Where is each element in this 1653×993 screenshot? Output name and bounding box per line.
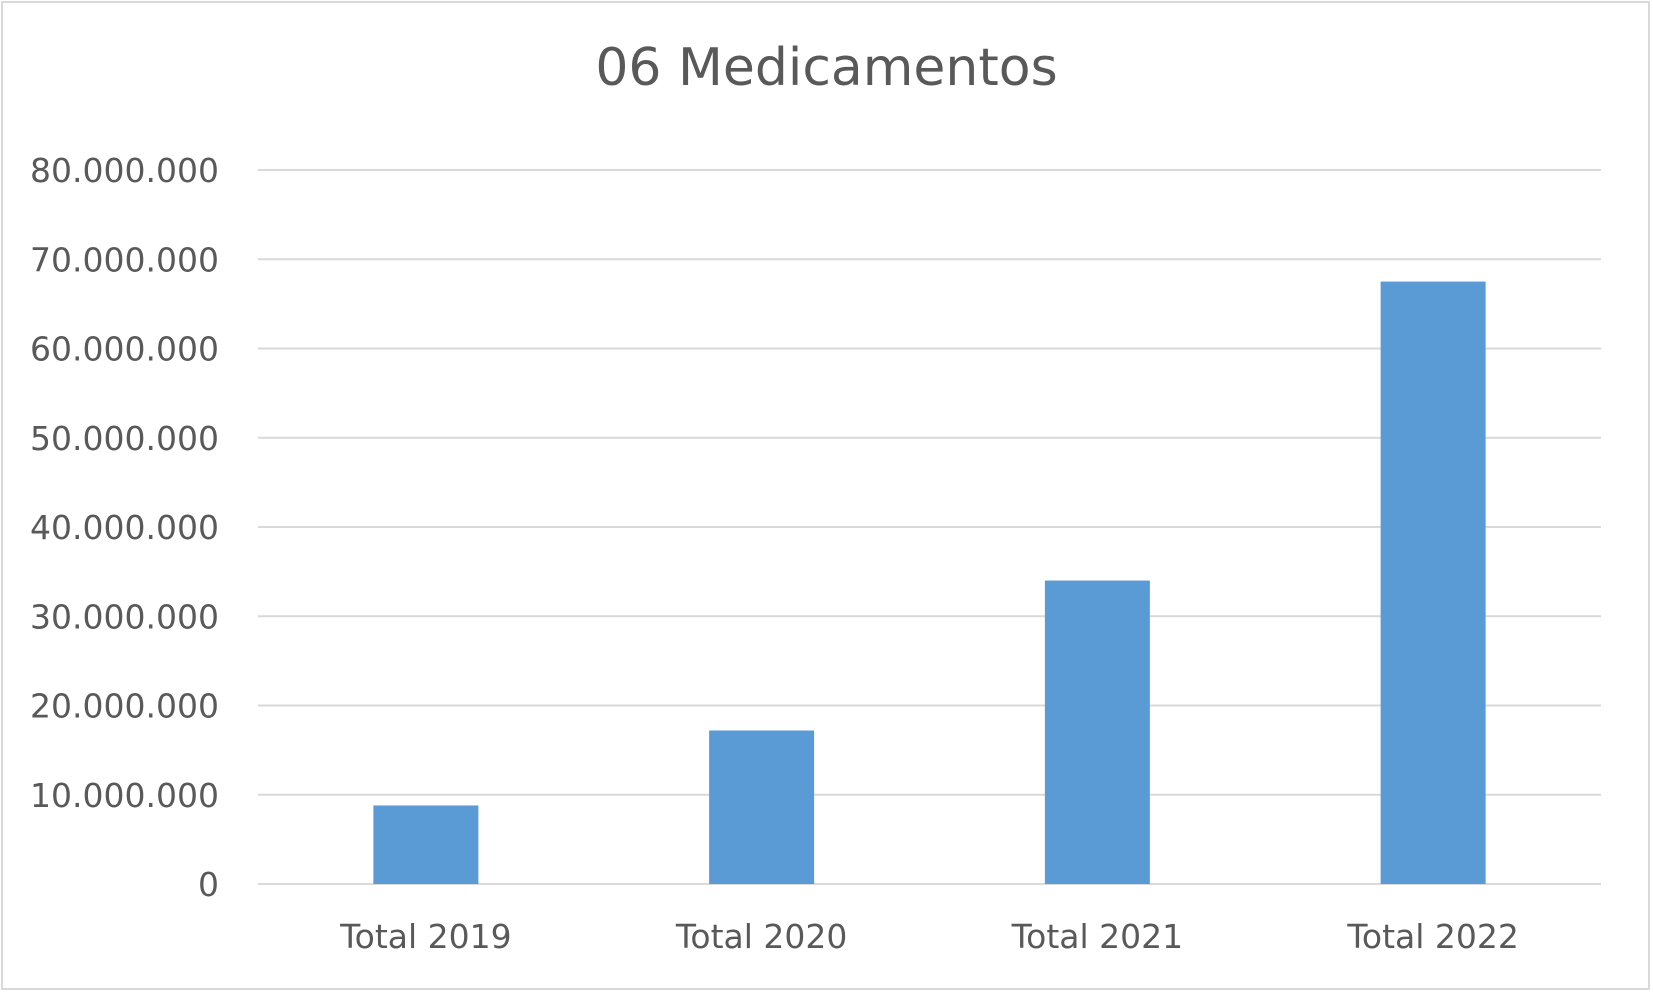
bar bbox=[373, 805, 479, 884]
bar bbox=[709, 730, 815, 884]
y-tick-label: 50.000.000 bbox=[30, 419, 219, 458]
bars bbox=[373, 281, 1486, 884]
y-axis-tick-labels: 0 10.000.000 20.000.000 30.000.000 40.000.00… bbox=[30, 151, 219, 904]
x-axis-tick-labels: Total 2019 Total 2020 Total 2021 Total 2022 bbox=[339, 917, 1519, 956]
y-tick-label: 70.000.000 bbox=[30, 240, 219, 279]
x-tick-label: Total 2021 bbox=[1011, 917, 1184, 956]
x-tick-label: Total 2019 bbox=[339, 917, 512, 956]
y-tick-label: 40.000.000 bbox=[30, 508, 219, 547]
y-tick-label: 30.000.000 bbox=[30, 597, 219, 636]
y-tick-label: 60.000.000 bbox=[30, 330, 219, 369]
y-tick-label: 80.000.000 bbox=[30, 151, 219, 190]
gridlines bbox=[258, 169, 1601, 885]
bar bbox=[1380, 281, 1486, 884]
y-tick-label: 20.000.000 bbox=[30, 687, 219, 726]
x-tick-label: Total 2022 bbox=[1346, 917, 1519, 956]
y-tick-label: 0 bbox=[198, 865, 219, 904]
bar bbox=[1044, 580, 1150, 884]
y-tick-label: 10.000.000 bbox=[30, 776, 219, 815]
chart-title: 06 Medicamentos bbox=[595, 38, 1058, 98]
x-tick-label: Total 2020 bbox=[675, 917, 848, 956]
